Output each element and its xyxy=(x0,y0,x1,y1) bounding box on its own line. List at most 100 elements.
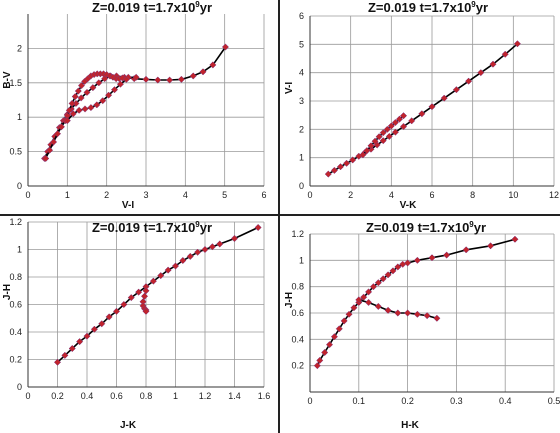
data-point xyxy=(46,146,54,154)
data-point xyxy=(433,314,441,322)
data-point xyxy=(76,338,84,346)
series-line xyxy=(56,226,259,363)
data-point xyxy=(487,242,495,250)
data-point xyxy=(68,344,76,353)
data-point xyxy=(53,358,62,366)
data-point xyxy=(77,94,85,102)
data-point xyxy=(105,313,113,321)
y-tick-label: 1 xyxy=(299,255,304,265)
data-point xyxy=(89,84,97,92)
x-tick-label: 6 xyxy=(429,190,434,200)
data-point xyxy=(254,223,262,232)
data-point xyxy=(216,240,224,248)
data-point xyxy=(142,287,150,295)
data-point xyxy=(166,76,174,84)
data-point xyxy=(365,298,373,307)
y-tick-label: 2 xyxy=(299,124,304,134)
data-point xyxy=(477,69,485,77)
data-point xyxy=(208,243,216,251)
data-point xyxy=(404,259,412,267)
data-point xyxy=(511,235,519,243)
data-point xyxy=(53,130,62,138)
y-tick-label: 0.6 xyxy=(291,308,304,318)
data-point xyxy=(404,309,412,317)
y-tick-label: 0 xyxy=(17,181,22,191)
x-tick-label: 0 xyxy=(25,391,30,401)
chart-svg-jh-hk: 0 0.1 0.2 0.3 0.4 0.5 0.2 0.4 0.6 0.8 1 1.2 H-K J-H Z=… xyxy=(284,220,560,431)
y-tick-label: 0.4 xyxy=(291,334,304,344)
data-point xyxy=(68,99,76,107)
data-point xyxy=(313,362,321,370)
x-tick-label: 0 xyxy=(307,190,312,200)
y-tick-label: 2 xyxy=(17,43,22,53)
data-point xyxy=(408,117,416,125)
data-point xyxy=(394,263,402,271)
data-point xyxy=(371,137,379,145)
data-point xyxy=(465,77,473,85)
data-point xyxy=(374,302,382,310)
data-point xyxy=(379,129,387,137)
x-axis-label: H-K xyxy=(401,420,420,431)
x-tick-label: 8 xyxy=(470,190,475,200)
y-tick-label: 0 xyxy=(17,382,22,392)
y-tick-label: 1.5 xyxy=(9,78,22,88)
data-point xyxy=(154,76,162,84)
y-axis-label: V-I xyxy=(284,82,295,94)
x-tick-label: 0 xyxy=(25,190,30,200)
data-point xyxy=(375,133,383,141)
chart-panel-bv-vi: 0 1 2 3 4 5 6 0 0.5 1 1.5 2 V-I B-V Z=0.019 t=1.7x109y… xyxy=(0,0,278,214)
data-point xyxy=(61,351,69,359)
data-point xyxy=(71,93,79,101)
x-tick-label: 0.3 xyxy=(450,396,463,406)
series-line xyxy=(327,43,518,175)
y-axis-label: B-V xyxy=(2,71,13,89)
data-point xyxy=(69,110,77,118)
x-tick-label: 1 xyxy=(65,190,70,200)
data-point xyxy=(132,73,140,81)
y-tick-label: 0.8 xyxy=(9,272,22,282)
data-point xyxy=(428,103,436,111)
data-point xyxy=(42,154,50,163)
data-point xyxy=(387,122,395,130)
data-point xyxy=(369,283,377,291)
data-point xyxy=(395,115,404,123)
x-axis-label: V-K xyxy=(400,200,417,211)
data-point xyxy=(365,288,373,296)
y-tick-label: 1.2 xyxy=(291,229,304,239)
x-tick-label: 3 xyxy=(143,190,148,200)
y-tick-label: 0.2 xyxy=(9,355,22,365)
data-point xyxy=(90,325,98,333)
data-point xyxy=(157,272,165,280)
data-point xyxy=(135,288,143,296)
y-tick-label: 4 xyxy=(299,68,304,78)
x-tick-label: 12 xyxy=(549,190,559,200)
x-tick-label: 0.6 xyxy=(110,391,123,401)
x-tick-label: 1 xyxy=(173,391,178,401)
y-tick-label: 0.8 xyxy=(291,282,304,292)
x-tick-label: 0.2 xyxy=(401,396,414,406)
data-point xyxy=(428,254,436,262)
data-point xyxy=(186,252,194,260)
data-point xyxy=(359,151,367,159)
y-axis-label: J-H xyxy=(284,292,295,308)
chart-svg-bv-vi: 0 1 2 3 4 5 6 0 0.5 1 1.5 2 V-I B-V Z=0.019 t=1.7x109y… xyxy=(2,0,267,211)
data-point xyxy=(340,317,348,325)
data-point xyxy=(316,356,324,364)
data-point xyxy=(321,348,329,357)
data-point xyxy=(443,251,451,259)
data-point xyxy=(343,159,351,167)
data-point xyxy=(105,91,113,99)
data-point xyxy=(57,123,65,131)
panel-divider-vertical xyxy=(278,0,280,433)
x-tick-label: 10 xyxy=(508,190,518,200)
data-point xyxy=(194,248,202,256)
data-point xyxy=(75,106,83,114)
data-point xyxy=(385,132,393,140)
data-point xyxy=(110,86,119,94)
data-point xyxy=(99,97,107,105)
x-tick-label: 5 xyxy=(222,190,227,200)
data-point xyxy=(164,266,172,274)
x-tick-label: 2 xyxy=(104,190,109,200)
y-tick-label: 1 xyxy=(17,112,22,122)
